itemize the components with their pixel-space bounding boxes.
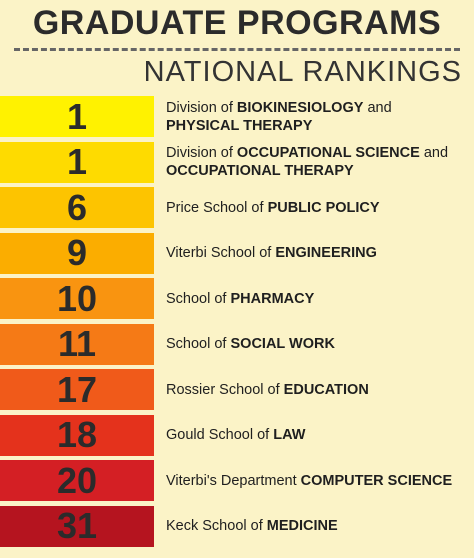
program-label-line: Division of OCCUPATIONAL SCIENCE and: [166, 144, 466, 162]
program-name: MEDICINE: [266, 518, 338, 535]
program-name: LAW: [273, 427, 306, 444]
program-label-line: School of SOCIAL WORK: [166, 335, 466, 353]
program-prefix: Keck School of: [166, 518, 267, 535]
rank-bar: 17: [0, 369, 154, 410]
ranking-row: 1 Division of BIOKINESIOLOGY and PHYSICAL …: [0, 94, 474, 140]
rank-number: 18: [56, 414, 98, 455]
program-name: SOCIAL WORK: [230, 336, 335, 353]
rank-number: 1: [66, 95, 88, 137]
program-name: COMPUTER SCIENCE: [300, 472, 453, 489]
ranking-row: 18 Gould School of LAW: [0, 413, 474, 459]
rank-number: 10: [56, 277, 98, 319]
program-name: OCCUPATIONAL THERAPY: [166, 163, 354, 180]
program-label-line: Rossier School of EDUCATION: [166, 381, 466, 399]
program-label-line: Price School of PUBLIC POLICY: [166, 199, 466, 217]
program-prefix: Viterbi's Department: [166, 472, 301, 489]
rank-bar: 1: [0, 141, 154, 183]
ranking-row: 1 Division of OCCUPATIONAL SCIENCE and OCC…: [0, 140, 474, 186]
ranking-row: 17 Rossier School of EDUCATION: [0, 367, 474, 413]
program-name: EDUCATION: [283, 381, 369, 398]
rankings-list: 1 Division of BIOKINESIOLOGY and PHYSICAL …: [0, 94, 474, 549]
program-name: PUBLIC POLICY: [267, 199, 380, 216]
rank-bar: 1: [0, 96, 154, 137]
program-label: Gould School of LAW: [166, 413, 466, 459]
program-prefix: and: [419, 145, 449, 162]
program-label-line: Gould School of LAW: [166, 426, 466, 444]
program-label: Rossier School of EDUCATION: [166, 367, 466, 413]
program-label: Price School of PUBLIC POLICY: [166, 185, 466, 231]
program-label: Viterbi's Department COMPUTER SCIENCE: [166, 458, 466, 504]
program-label-line: School of PHARMACY: [166, 290, 466, 308]
program-label-line: Viterbi's Department COMPUTER SCIENCE: [166, 472, 466, 490]
rank-number: 6: [66, 186, 88, 228]
rank-number: 31: [56, 505, 98, 546]
program-name: ENGINEERING: [275, 245, 377, 262]
program-label-line: OCCUPATIONAL THERAPY: [166, 162, 466, 180]
program-prefix: Viterbi School of: [166, 245, 276, 262]
program-prefix: Division of: [166, 145, 237, 162]
program-prefix: Price School of: [166, 199, 268, 216]
program-label-line: Viterbi School of ENGINEERING: [166, 244, 466, 262]
program-prefix: School of: [166, 290, 231, 307]
rank-bar: 6: [0, 187, 154, 228]
rank-number: 1: [66, 141, 88, 182]
program-name: OCCUPATIONAL SCIENCE: [236, 145, 420, 162]
rank-bar: 9: [0, 232, 154, 274]
ranking-row: 31 Keck School of MEDICINE: [0, 504, 474, 550]
program-label-line: Keck School of MEDICINE: [166, 517, 466, 535]
page-title: GRADUATE PROGRAMS: [32, 4, 442, 42]
program-label: Keck School of MEDICINE: [166, 504, 466, 550]
ranking-row: 11 School of SOCIAL WORK: [0, 322, 474, 368]
program-prefix: School of: [166, 336, 231, 353]
program-label-line: Division of BIOKINESIOLOGY and: [166, 99, 466, 117]
rank-number: 17: [56, 368, 98, 410]
rank-bar: 18: [0, 414, 154, 456]
program-label: Viterbi School of ENGINEERING: [166, 231, 466, 277]
rank-number: 11: [57, 323, 97, 364]
program-label: School of SOCIAL WORK: [166, 322, 466, 368]
program-label: Division of BIOKINESIOLOGY and PHYSICAL T…: [166, 94, 466, 140]
ranking-row: 20 Viterbi's Department COMPUTER SCIENCE: [0, 458, 474, 504]
page-subtitle: NATIONAL RANKINGS: [143, 56, 462, 88]
program-name: PHARMACY: [230, 290, 315, 307]
ranking-row: 10 School of PHARMACY: [0, 276, 474, 322]
rank-bar: 11: [0, 323, 154, 365]
program-label-line: PHYSICAL THERAPY: [166, 117, 466, 135]
rank-number: 20: [56, 459, 98, 501]
program-name: PHYSICAL THERAPY: [166, 117, 313, 134]
program-name: BIOKINESIOLOGY: [236, 99, 364, 116]
program-label: Division of OCCUPATIONAL SCIENCE and OCCU…: [166, 140, 466, 186]
program-prefix: Rossier School of: [166, 381, 284, 398]
program-prefix: Division of: [166, 99, 237, 116]
rank-number: 9: [66, 232, 88, 273]
ranking-row: 6 Price School of PUBLIC POLICY: [0, 185, 474, 231]
rank-bar: 10: [0, 278, 154, 319]
rank-bar: 20: [0, 460, 154, 501]
program-label: School of PHARMACY: [166, 276, 466, 322]
ranking-row: 9 Viterbi School of ENGINEERING: [0, 231, 474, 277]
rank-bar: 31: [0, 505, 154, 547]
program-prefix: Gould School of: [166, 427, 274, 444]
title-divider: [14, 48, 460, 51]
program-prefix: and: [363, 99, 392, 116]
